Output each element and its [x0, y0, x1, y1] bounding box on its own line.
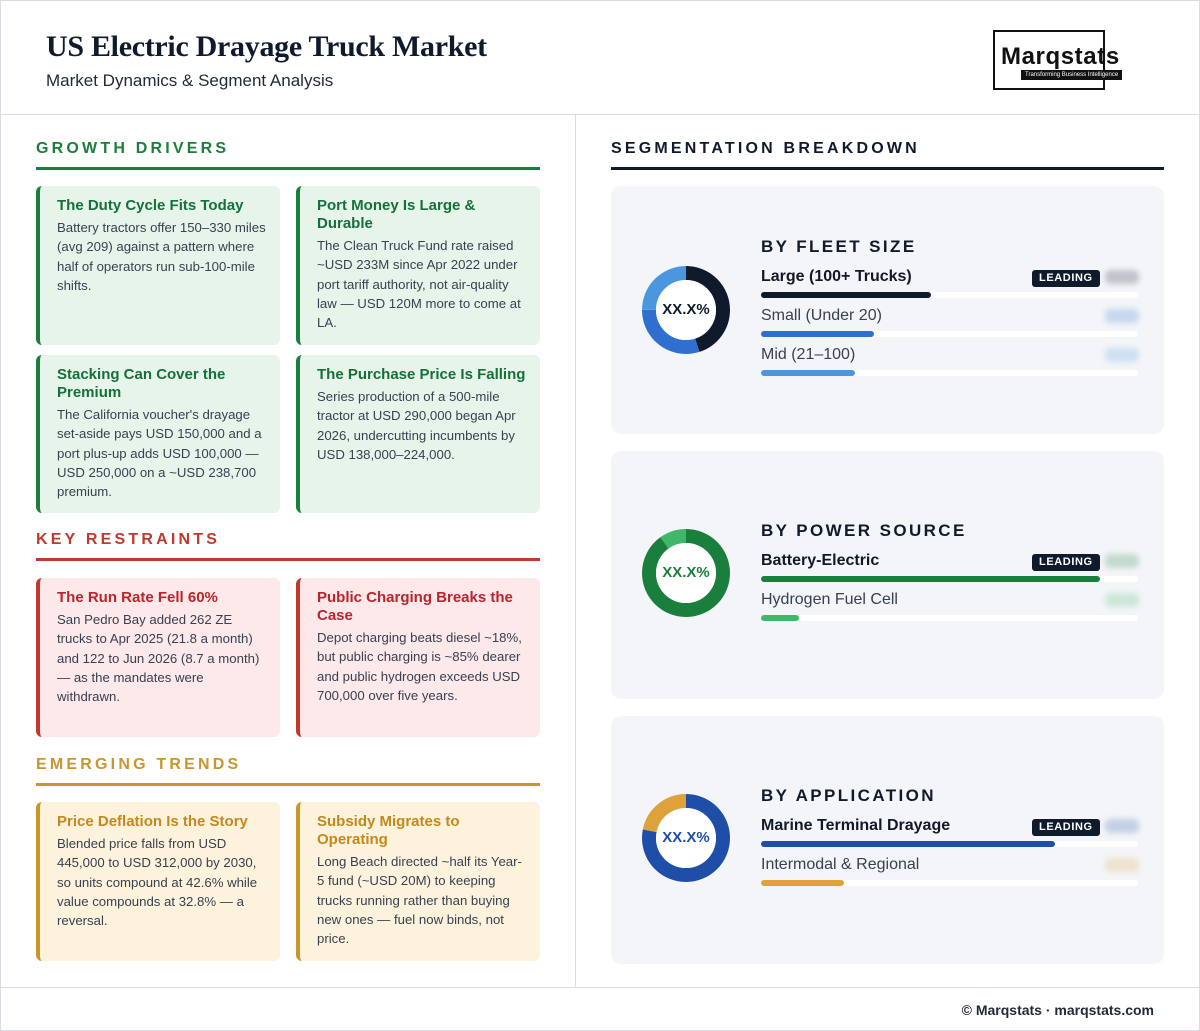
driver-card: Port Money Is Large & Durable The Clean … [296, 186, 540, 345]
donut-slice [642, 266, 730, 354]
trend-card-body: Long Beach directed ~half its Year-5 fun… [317, 854, 522, 947]
driver-card-title: Port Money Is Large & Durable [317, 197, 476, 232]
segment-label: Small (Under 20) [761, 307, 882, 324]
page-footer: © Marqstats · marqstats.com [0, 987, 1200, 1031]
key-restraints-heading: KEY RESTRAINTS [36, 531, 221, 548]
page-header: US Electric Drayage Truck Market Market … [0, 0, 1200, 115]
trend-card-body: Blended price falls from USD 445,000 to … [57, 836, 258, 929]
segment-donut: XX.X% [641, 265, 731, 355]
restraint-card: The Run Rate Fell 60% San Pedro Bay adde… [36, 578, 280, 737]
segment-bar-fill [761, 370, 856, 376]
page-subtitle: Market Dynamics & Segment Analysis [46, 71, 334, 90]
segment-bar-track [761, 615, 1138, 621]
trend-card-title: Price Deflation Is the Story [57, 813, 248, 830]
restraint-card-title: Public Charging Breaks the Case [317, 589, 513, 624]
driver-card-body: Series production of a 500-mile tractor … [317, 389, 516, 462]
driver-card: The Duty Cycle Fits Today Battery tracto… [36, 186, 280, 345]
donut-chart [642, 794, 730, 882]
segment-bar-track [761, 370, 1138, 376]
brand-logo: Marqstats Transforming Business Intellig… [993, 30, 1123, 90]
growth-drivers-heading: GROWTH DRIVERS [36, 140, 230, 157]
segment-bar-track [761, 331, 1138, 337]
blurred-value [1105, 554, 1139, 568]
driver-card-title: Stacking Can Cover the Premium [57, 366, 226, 401]
donut-slice [642, 794, 730, 882]
restraint-card-title: The Run Rate Fell 60% [57, 589, 218, 606]
segment-label: Large (100+ Trucks) [761, 268, 912, 285]
segment-donut: XX.X% [641, 528, 731, 618]
segment-donut: XX.X% [641, 793, 731, 883]
footer-copyright: © Marqstats · marqstats.com [961, 1002, 1154, 1018]
segment-label: Marine Terminal Drayage [761, 817, 951, 834]
driver-card-title: The Duty Cycle Fits Today [57, 197, 244, 214]
driver-card-body: Battery tractors offer 150–330 miles (av… [57, 220, 266, 293]
donut-center-label: XX.X% [662, 829, 710, 846]
segment-bar-fill [761, 576, 1101, 582]
key-restraints-rule [36, 558, 540, 561]
driver-card: Stacking Can Cover the Premium The Calif… [36, 355, 280, 513]
trend-card: Subsidy Migrates to Operating Long Beach… [296, 802, 540, 961]
restraint-card-body: San Pedro Bay added 262 ZE trucks to Apr… [57, 612, 260, 705]
segment-label: Intermodal & Regional [761, 856, 920, 873]
donut-slice [642, 529, 730, 617]
donut-center-label: XX.X% [662, 564, 710, 581]
segment-label: Mid (21–100) [761, 346, 856, 363]
emerging-trends-rule [36, 783, 540, 786]
segmentation-rule [611, 167, 1164, 170]
leading-badge: LEADING [1032, 270, 1100, 287]
donut-center-label: XX.X% [662, 301, 710, 318]
segment-bar-fill [761, 615, 799, 621]
segment-bar-track [761, 880, 1138, 886]
donut-hole [656, 280, 716, 340]
segmentation-heading: SEGMENTATION BREAKDOWN [611, 140, 920, 157]
driver-card-title: The Purchase Price Is Falling [317, 366, 526, 383]
segment-label: Battery-Electric [761, 552, 880, 569]
logo-wordmark: Marqstats [1001, 43, 1120, 70]
donut-hole [656, 543, 716, 603]
blurred-value [1105, 270, 1139, 284]
blurred-value [1105, 348, 1139, 362]
emerging-trends-heading: EMERGING TRENDS [36, 756, 242, 773]
logo-tagline: Transforming Business Intelligence [1021, 70, 1123, 80]
donut-chart [642, 266, 730, 354]
donut-slice [642, 266, 730, 354]
trend-card: Price Deflation Is the Story Blended pri… [36, 802, 280, 961]
segment-panel-power-source: XX.X% BY POWER SOURCE Battery-Electric L… [611, 451, 1164, 699]
blurred-value [1105, 858, 1139, 872]
driver-card-body: The Clean Truck Fund rate raised ~USD 23… [317, 238, 521, 331]
segment-bar-track [761, 841, 1138, 847]
segment-label: Hydrogen Fuel Cell [761, 591, 898, 608]
donut-hole [656, 808, 716, 868]
blurred-value [1105, 819, 1139, 833]
leading-badge: LEADING [1032, 554, 1100, 571]
donut-chart [642, 529, 730, 617]
restraint-card: Public Charging Breaks the Case Depot ch… [296, 578, 540, 737]
segment-bar-track [761, 292, 1138, 298]
blurred-value [1105, 593, 1139, 607]
blurred-value [1105, 309, 1139, 323]
growth-drivers-rule [36, 167, 540, 170]
segment-bar-track [761, 576, 1138, 582]
restraint-card-body: Depot charging beats diesel ~18%, but pu… [317, 630, 522, 703]
page-title: US Electric Drayage Truck Market [46, 30, 487, 63]
segment-bar-fill [761, 880, 844, 886]
trend-card-title: Subsidy Migrates to Operating [317, 813, 460, 848]
segment-panel-title: BY POWER SOURCE [761, 521, 967, 540]
segment-bar-fill [761, 331, 875, 337]
column-divider [575, 115, 576, 987]
leading-badge: LEADING [1032, 819, 1100, 836]
segment-panel-title: BY APPLICATION [761, 786, 936, 805]
segment-bar-fill [761, 841, 1056, 847]
segment-panel-application: XX.X% BY APPLICATION Marine Terminal Dra… [611, 716, 1164, 964]
segment-bar-fill [761, 292, 931, 298]
segment-panel-title: BY FLEET SIZE [761, 237, 917, 256]
driver-card: The Purchase Price Is Falling Series pro… [296, 355, 540, 513]
driver-card-body: The California voucher's drayage set-asi… [57, 407, 262, 500]
segment-panel-fleet-size: XX.X% BY FLEET SIZE Large (100+ Trucks) … [611, 186, 1164, 434]
